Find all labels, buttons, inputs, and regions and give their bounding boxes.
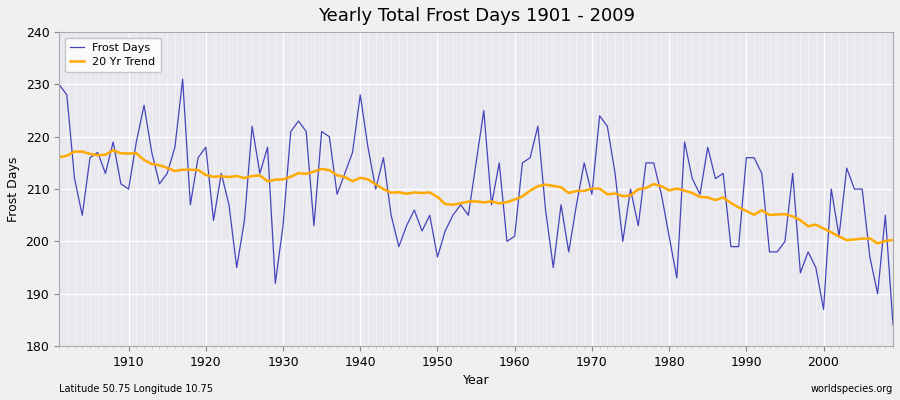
Frost Days <box>609 171 620 176</box>
Line: 20 Yr Trend: 20 Yr Trend <box>59 150 893 244</box>
20 Yr Trend <box>509 197 520 202</box>
X-axis label: Year: Year <box>463 374 490 387</box>
Title: Yearly Total Frost Days 1901 - 2009: Yearly Total Frost Days 1901 - 2009 <box>318 7 634 25</box>
20 Yr Trend <box>609 191 620 196</box>
Frost Days <box>54 82 65 87</box>
20 Yr Trend <box>517 194 527 199</box>
20 Yr Trend <box>123 151 134 156</box>
20 Yr Trend <box>108 148 119 153</box>
Frost Days <box>887 323 898 328</box>
Frost Days <box>293 119 304 124</box>
20 Yr Trend <box>54 155 65 160</box>
Frost Days <box>339 171 350 176</box>
Text: Latitude 50.75 Longitude 10.75: Latitude 50.75 Longitude 10.75 <box>59 384 213 394</box>
Line: Frost Days: Frost Days <box>59 79 893 325</box>
20 Yr Trend <box>339 175 350 180</box>
20 Yr Trend <box>293 171 304 176</box>
20 Yr Trend <box>887 238 898 242</box>
20 Yr Trend <box>872 241 883 246</box>
Legend: Frost Days, 20 Yr Trend: Frost Days, 20 Yr Trend <box>65 38 161 72</box>
Frost Days <box>509 234 520 238</box>
Frost Days <box>115 182 126 186</box>
Text: worldspecies.org: worldspecies.org <box>811 384 893 394</box>
Y-axis label: Frost Days: Frost Days <box>7 156 20 222</box>
Frost Days <box>517 160 527 165</box>
Frost Days <box>177 77 188 82</box>
